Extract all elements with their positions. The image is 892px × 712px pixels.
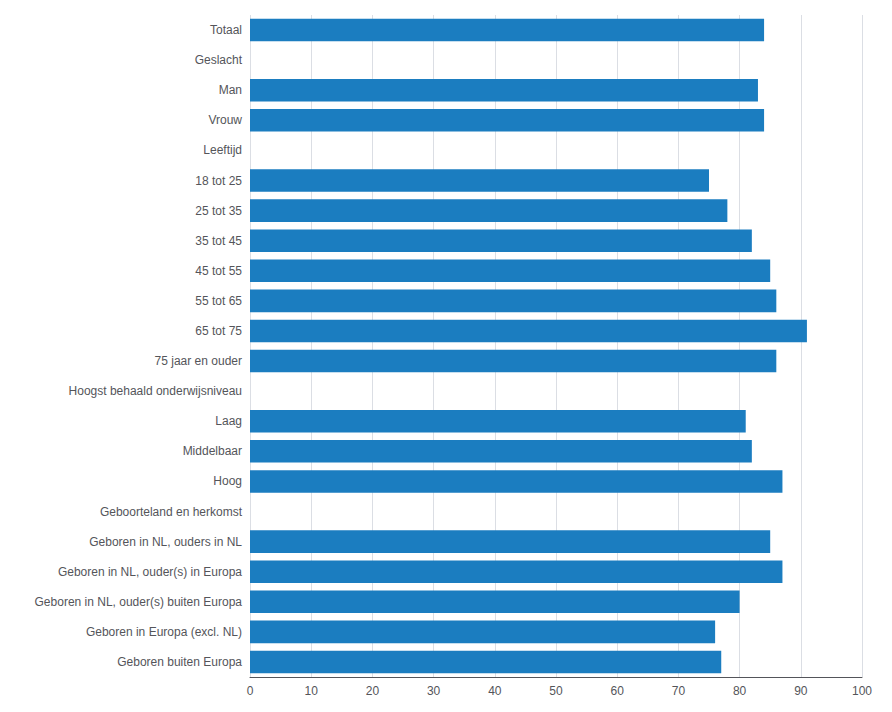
svg-text:Man: Man xyxy=(219,83,242,97)
svg-text:40: 40 xyxy=(488,684,502,698)
svg-text:18 tot 25: 18 tot 25 xyxy=(195,174,242,188)
svg-text:Hoog: Hoog xyxy=(213,474,242,488)
svg-text:Vrouw: Vrouw xyxy=(208,113,242,127)
svg-text:Middelbaar: Middelbaar xyxy=(183,444,242,458)
svg-text:65 tot 75: 65 tot 75 xyxy=(195,324,242,338)
svg-text:Laag: Laag xyxy=(215,414,242,428)
svg-text:35 tot 45: 35 tot 45 xyxy=(195,234,242,248)
svg-text:50: 50 xyxy=(549,684,563,698)
svg-text:100: 100 xyxy=(852,684,872,698)
svg-text:0: 0 xyxy=(247,684,254,698)
svg-text:25 tot 35: 25 tot 35 xyxy=(195,204,242,218)
svg-text:Geboren buiten Europa: Geboren buiten Europa xyxy=(117,655,242,669)
svg-text:30: 30 xyxy=(427,684,441,698)
svg-text:Leeftijd: Leeftijd xyxy=(203,143,242,157)
svg-text:60: 60 xyxy=(611,684,625,698)
svg-text:45 tot 55: 45 tot 55 xyxy=(195,264,242,278)
svg-text:10: 10 xyxy=(305,684,319,698)
svg-text:Geslacht: Geslacht xyxy=(195,53,243,67)
svg-text:20: 20 xyxy=(366,684,380,698)
svg-text:Geboren in Europa (excl. NL): Geboren in Europa (excl. NL) xyxy=(86,625,242,639)
svg-text:75 jaar en ouder: 75 jaar en ouder xyxy=(155,354,242,368)
svg-text:80: 80 xyxy=(733,684,747,698)
svg-text:Geboren in NL, ouder(s) buiten: Geboren in NL, ouder(s) buiten Europa xyxy=(35,595,243,609)
svg-text:70: 70 xyxy=(672,684,686,698)
svg-text:90: 90 xyxy=(794,684,808,698)
svg-text:Geboren in NL, ouder(s) in Eur: Geboren in NL, ouder(s) in Europa xyxy=(58,565,242,579)
svg-text:Geboren in NL, ouders in NL: Geboren in NL, ouders in NL xyxy=(89,535,242,549)
svg-text:Geboorteland en herkomst: Geboorteland en herkomst xyxy=(100,505,243,519)
svg-text:Totaal: Totaal xyxy=(210,23,242,37)
svg-text:55 tot 65: 55 tot 65 xyxy=(195,294,242,308)
svg-text:Hoogst behaald onderwijsniveau: Hoogst behaald onderwijsniveau xyxy=(69,384,242,398)
